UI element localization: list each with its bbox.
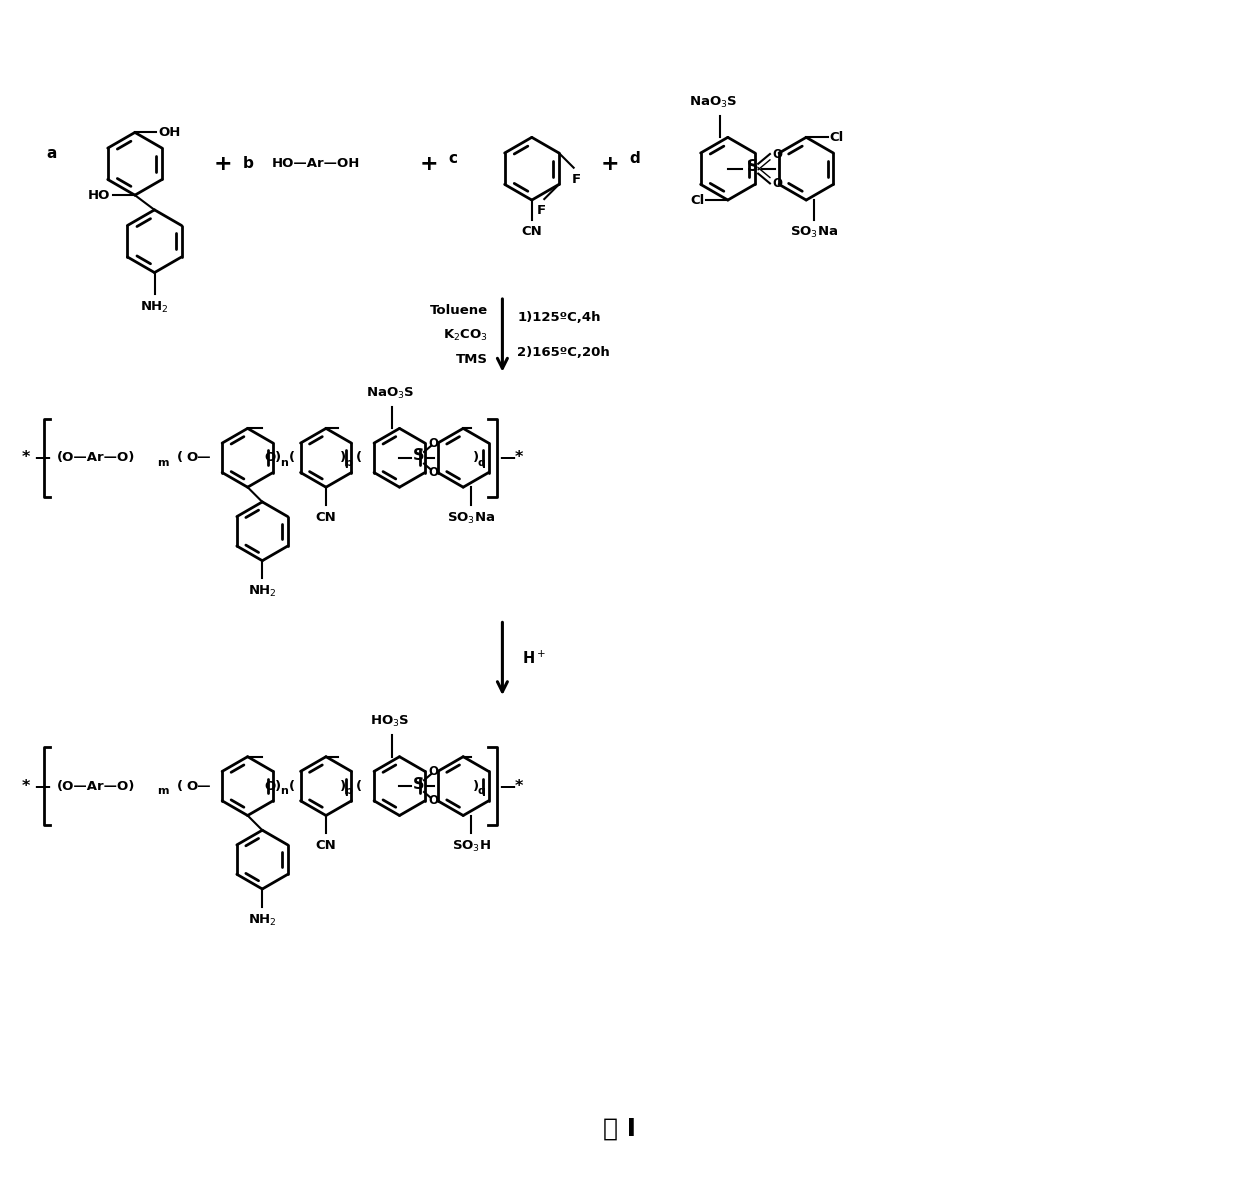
Text: *: * xyxy=(22,778,31,794)
Text: HO$_3$S: HO$_3$S xyxy=(370,714,409,729)
Text: O—: O— xyxy=(187,451,212,464)
Text: c: c xyxy=(449,151,458,167)
Text: 式 I: 式 I xyxy=(604,1117,636,1141)
Text: O: O xyxy=(429,437,439,450)
Text: a: a xyxy=(46,146,57,162)
Text: (O—Ar—O): (O—Ar—O) xyxy=(57,451,135,464)
Text: O: O xyxy=(429,466,439,480)
Text: n: n xyxy=(280,458,288,468)
Text: m: m xyxy=(157,785,169,796)
Text: O: O xyxy=(429,765,439,778)
Text: ): ) xyxy=(472,779,479,793)
Text: SO$_3$Na: SO$_3$Na xyxy=(790,225,838,239)
Text: (: ( xyxy=(177,779,184,793)
Text: TMS: TMS xyxy=(455,353,487,367)
Text: (: ( xyxy=(289,451,295,464)
Text: ): ) xyxy=(275,779,281,793)
Text: (O—Ar—O): (O—Ar—O) xyxy=(57,779,135,793)
Text: (: ( xyxy=(356,451,362,464)
Text: F: F xyxy=(537,203,546,217)
Text: (: ( xyxy=(289,779,295,793)
Text: n: n xyxy=(280,785,288,796)
Text: O: O xyxy=(264,779,275,793)
Text: SO$_3$Na: SO$_3$Na xyxy=(446,511,495,526)
Text: CN: CN xyxy=(316,839,336,852)
Text: 2)165ºC,20h: 2)165ºC,20h xyxy=(517,346,610,359)
Text: Cl: Cl xyxy=(689,194,704,207)
Text: O: O xyxy=(264,451,275,464)
Text: NH$_2$: NH$_2$ xyxy=(248,913,277,928)
Text: O—: O— xyxy=(187,779,212,793)
Text: SO$_3$H: SO$_3$H xyxy=(451,839,491,854)
Text: *: * xyxy=(22,450,31,465)
Text: d: d xyxy=(630,151,641,167)
Text: +: + xyxy=(213,154,232,174)
Text: O: O xyxy=(429,794,439,807)
Text: —: — xyxy=(33,450,50,465)
Text: CN: CN xyxy=(522,225,542,238)
Text: q: q xyxy=(477,785,486,796)
Text: O: O xyxy=(771,177,782,190)
Text: Toluene: Toluene xyxy=(429,305,487,318)
Text: HO: HO xyxy=(88,189,110,201)
Text: —*: —* xyxy=(500,450,523,465)
Text: NH$_2$: NH$_2$ xyxy=(140,300,169,315)
Text: p: p xyxy=(345,785,352,796)
Text: S: S xyxy=(413,777,425,791)
Text: OH: OH xyxy=(159,126,181,139)
Text: Cl: Cl xyxy=(830,131,844,144)
Text: 1)125ºC,4h: 1)125ºC,4h xyxy=(517,311,600,324)
Text: CN: CN xyxy=(316,511,336,524)
Text: S: S xyxy=(746,159,758,174)
Text: NH$_2$: NH$_2$ xyxy=(248,584,277,600)
Text: NaO$_3$S: NaO$_3$S xyxy=(366,386,414,401)
Text: (: ( xyxy=(356,779,362,793)
Text: b: b xyxy=(243,156,253,171)
Text: q: q xyxy=(477,458,486,468)
Text: S: S xyxy=(413,449,425,463)
Text: m: m xyxy=(157,458,169,468)
Text: —: — xyxy=(33,778,50,794)
Text: +: + xyxy=(601,154,620,174)
Text: K$_2$CO$_3$: K$_2$CO$_3$ xyxy=(443,327,487,343)
Text: F: F xyxy=(572,173,582,186)
Text: ): ) xyxy=(472,451,479,464)
Text: H$^+$: H$^+$ xyxy=(522,650,546,668)
Text: ): ) xyxy=(275,451,281,464)
Text: ): ) xyxy=(340,451,346,464)
Text: p: p xyxy=(345,458,352,468)
Text: —*: —* xyxy=(500,778,523,794)
Text: HO—Ar—OH: HO—Ar—OH xyxy=(272,157,361,170)
Text: ): ) xyxy=(340,779,346,793)
Text: +: + xyxy=(419,154,438,174)
Text: NaO$_3$S: NaO$_3$S xyxy=(689,95,738,109)
Text: O: O xyxy=(771,148,782,161)
Text: (: ( xyxy=(177,451,184,464)
